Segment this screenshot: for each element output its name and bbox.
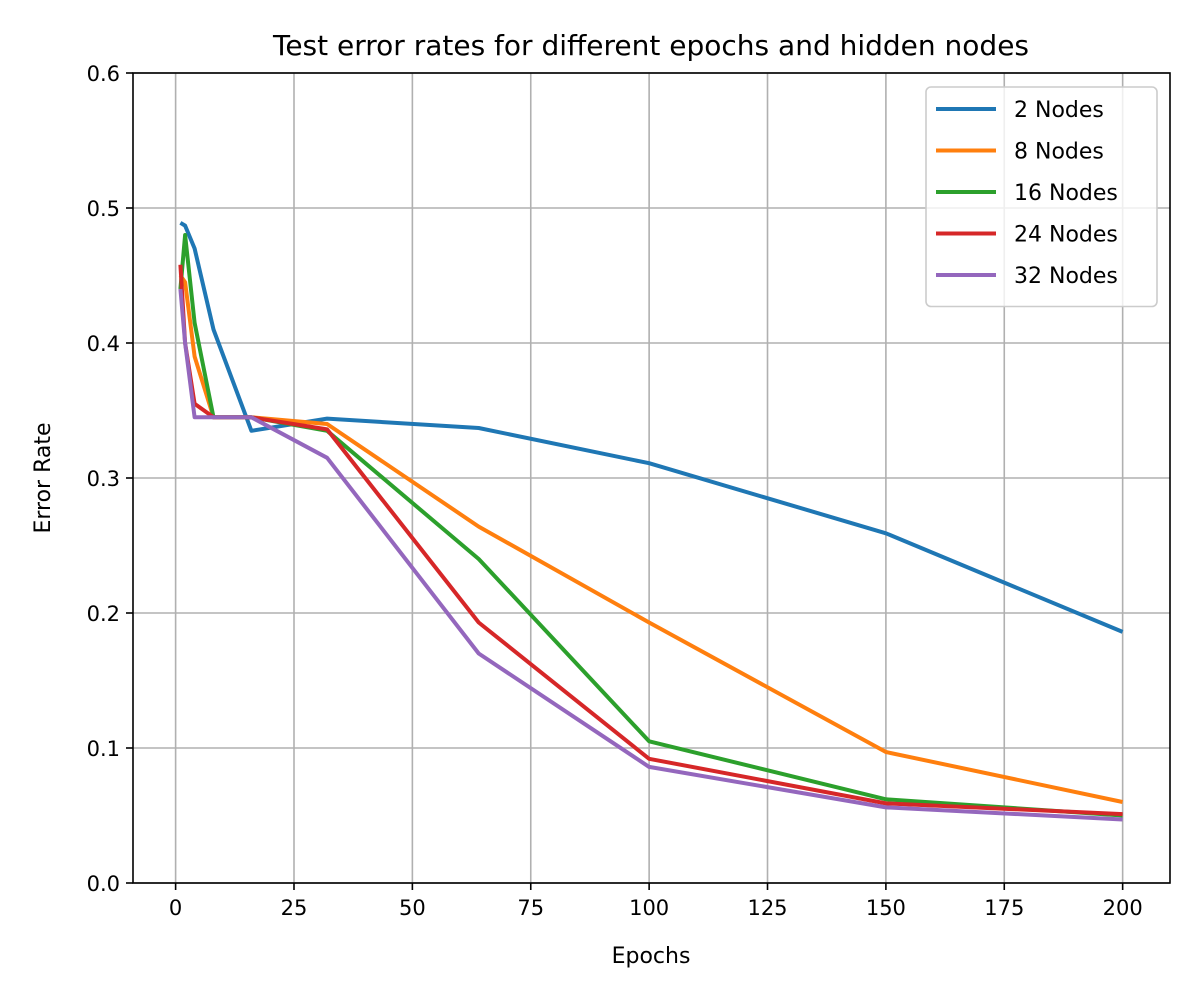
legend-label: 32 Nodes [1014,264,1118,289]
y-tick-label: 0.2 [87,602,120,626]
series-line [178,288,1123,822]
x-tick-label: 25 [281,896,308,920]
x-tick-label: 75 [517,896,544,920]
x-tick-label: 0 [169,896,182,920]
legend-box [925,86,1158,308]
y-tick-label: 0.1 [87,737,120,761]
legend-label: 2 Nodes [1014,98,1104,123]
series-line [178,264,1123,817]
x-tick-label: 200 [1103,896,1143,920]
x-tick-label: 175 [984,896,1024,920]
axis-ticks: 0 25 50 75 100 125 150 175 200 0.0 0.1 0.2 0.3 0.4 0.5… [87,62,1143,920]
x-tick-label: 50 [399,896,426,920]
x-tick-label: 125 [747,896,787,920]
x-tick-label: 150 [866,896,906,920]
y-tick-label: 0.3 [87,467,120,491]
y-tick-label: 0.4 [87,332,120,356]
series-line [178,274,1124,804]
y-tick-label: 0.0 [87,872,120,896]
x-tick-label: 100 [629,896,669,920]
legend-label: 16 Nodes [1014,181,1118,206]
grid [133,72,1170,884]
series-lines [178,221,1124,822]
series-line [178,233,1123,818]
y-axis-label: Error Rate [31,422,56,533]
y-tick-label: 0.6 [87,62,120,86]
legend-label: 8 Nodes [1014,140,1104,165]
x-axis-label: Epochs [612,944,691,969]
legend: 2 Nodes 8 Nodes 16 Nodes 24 Nodes 32 Nodes [925,86,1158,308]
chart-title: Test error rates for different epochs an… [272,29,1029,62]
legend-label: 24 Nodes [1014,223,1118,248]
y-tick-label: 0.5 [87,197,120,221]
